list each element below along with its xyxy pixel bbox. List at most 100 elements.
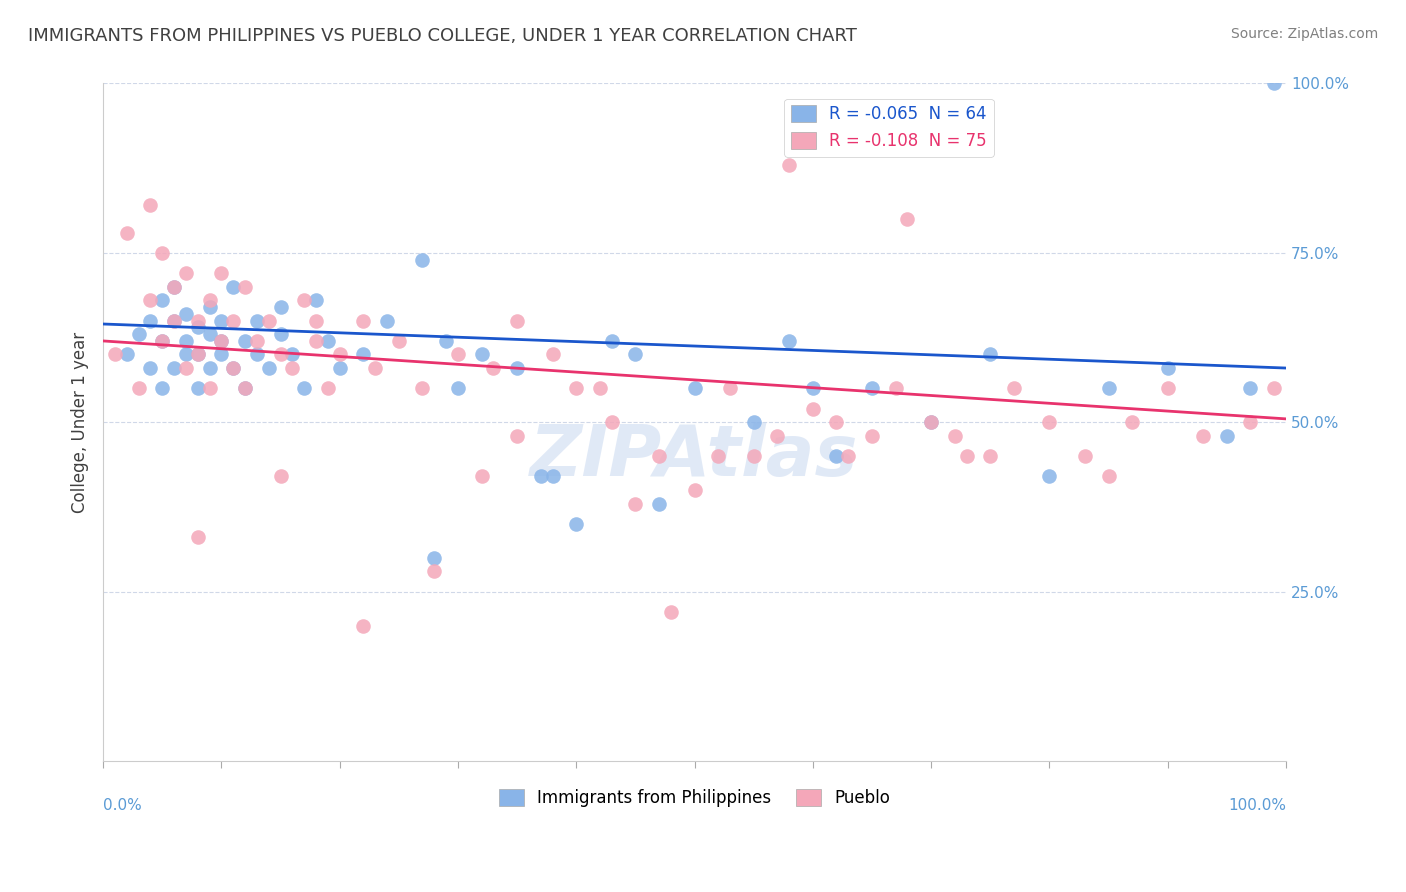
Point: [624, 347, 647, 361]
Point: [187, 381, 209, 395]
Point: [447, 347, 470, 361]
Point: [411, 252, 433, 267]
Point: [104, 347, 127, 361]
Text: Source: ZipAtlas.com: Source: ZipAtlas.com: [1230, 27, 1378, 41]
Legend: Immigrants from Philippines, Pueblo: Immigrants from Philippines, Pueblo: [492, 782, 897, 814]
Point: [482, 361, 505, 376]
Point: [825, 415, 848, 429]
Point: [115, 347, 138, 361]
Point: [1156, 381, 1178, 395]
Point: [281, 361, 304, 376]
Point: [825, 449, 848, 463]
Point: [233, 381, 256, 395]
Point: [163, 313, 186, 327]
Point: [222, 313, 245, 327]
Point: [187, 320, 209, 334]
Point: [718, 381, 741, 395]
Point: [388, 334, 411, 348]
Point: [375, 313, 398, 327]
Point: [707, 449, 730, 463]
Point: [150, 381, 173, 395]
Point: [1074, 449, 1097, 463]
Point: [683, 483, 706, 497]
Point: [233, 334, 256, 348]
Point: [1263, 381, 1285, 395]
Point: [233, 381, 256, 395]
Point: [174, 361, 197, 376]
Point: [411, 381, 433, 395]
Point: [150, 334, 173, 348]
Point: [246, 347, 269, 361]
Point: [801, 381, 824, 395]
Point: [434, 334, 457, 348]
Point: [364, 361, 387, 376]
Point: [139, 293, 162, 308]
Point: [565, 381, 588, 395]
Point: [943, 429, 966, 443]
Point: [174, 266, 197, 280]
Point: [530, 469, 553, 483]
Point: [209, 334, 232, 348]
Point: [541, 347, 564, 361]
Point: [150, 334, 173, 348]
Point: [270, 327, 292, 342]
Point: [659, 605, 682, 619]
Point: [1038, 469, 1060, 483]
Point: [257, 313, 280, 327]
Point: [352, 618, 374, 632]
Point: [163, 361, 186, 376]
Point: [329, 361, 352, 376]
Point: [128, 381, 150, 395]
Point: [541, 469, 564, 483]
Point: [352, 347, 374, 361]
Point: [1002, 381, 1025, 395]
Point: [270, 300, 292, 314]
Point: [198, 293, 221, 308]
Point: [187, 347, 209, 361]
Point: [742, 449, 765, 463]
Point: [624, 497, 647, 511]
Text: IMMIGRANTS FROM PHILIPPINES VS PUEBLO COLLEGE, UNDER 1 YEAR CORRELATION CHART: IMMIGRANTS FROM PHILIPPINES VS PUEBLO CO…: [28, 27, 858, 45]
Text: 0.0%: 0.0%: [103, 798, 142, 814]
Text: ZIPAtlas: ZIPAtlas: [530, 422, 859, 491]
Point: [506, 429, 529, 443]
Point: [128, 327, 150, 342]
Point: [270, 347, 292, 361]
Point: [1192, 429, 1215, 443]
Point: [1097, 381, 1119, 395]
Point: [209, 334, 232, 348]
Point: [198, 381, 221, 395]
Point: [209, 313, 232, 327]
Point: [884, 381, 907, 395]
Point: [163, 313, 186, 327]
Point: [246, 313, 269, 327]
Point: [506, 313, 529, 327]
Point: [150, 293, 173, 308]
Point: [115, 226, 138, 240]
Point: [150, 245, 173, 260]
Point: [920, 415, 942, 429]
Text: 100.0%: 100.0%: [1227, 798, 1286, 814]
Point: [270, 469, 292, 483]
Point: [316, 381, 339, 395]
Point: [801, 401, 824, 416]
Point: [600, 415, 623, 429]
Point: [955, 449, 977, 463]
Point: [648, 497, 671, 511]
Point: [246, 334, 269, 348]
Point: [198, 361, 221, 376]
Point: [648, 449, 671, 463]
Point: [139, 361, 162, 376]
Point: [778, 158, 800, 172]
Point: [506, 361, 529, 376]
Point: [837, 449, 859, 463]
Point: [589, 381, 612, 395]
Point: [742, 415, 765, 429]
Point: [209, 266, 232, 280]
Point: [187, 531, 209, 545]
Point: [209, 347, 232, 361]
Point: [139, 198, 162, 212]
Point: [174, 307, 197, 321]
Point: [683, 381, 706, 395]
Point: [352, 313, 374, 327]
